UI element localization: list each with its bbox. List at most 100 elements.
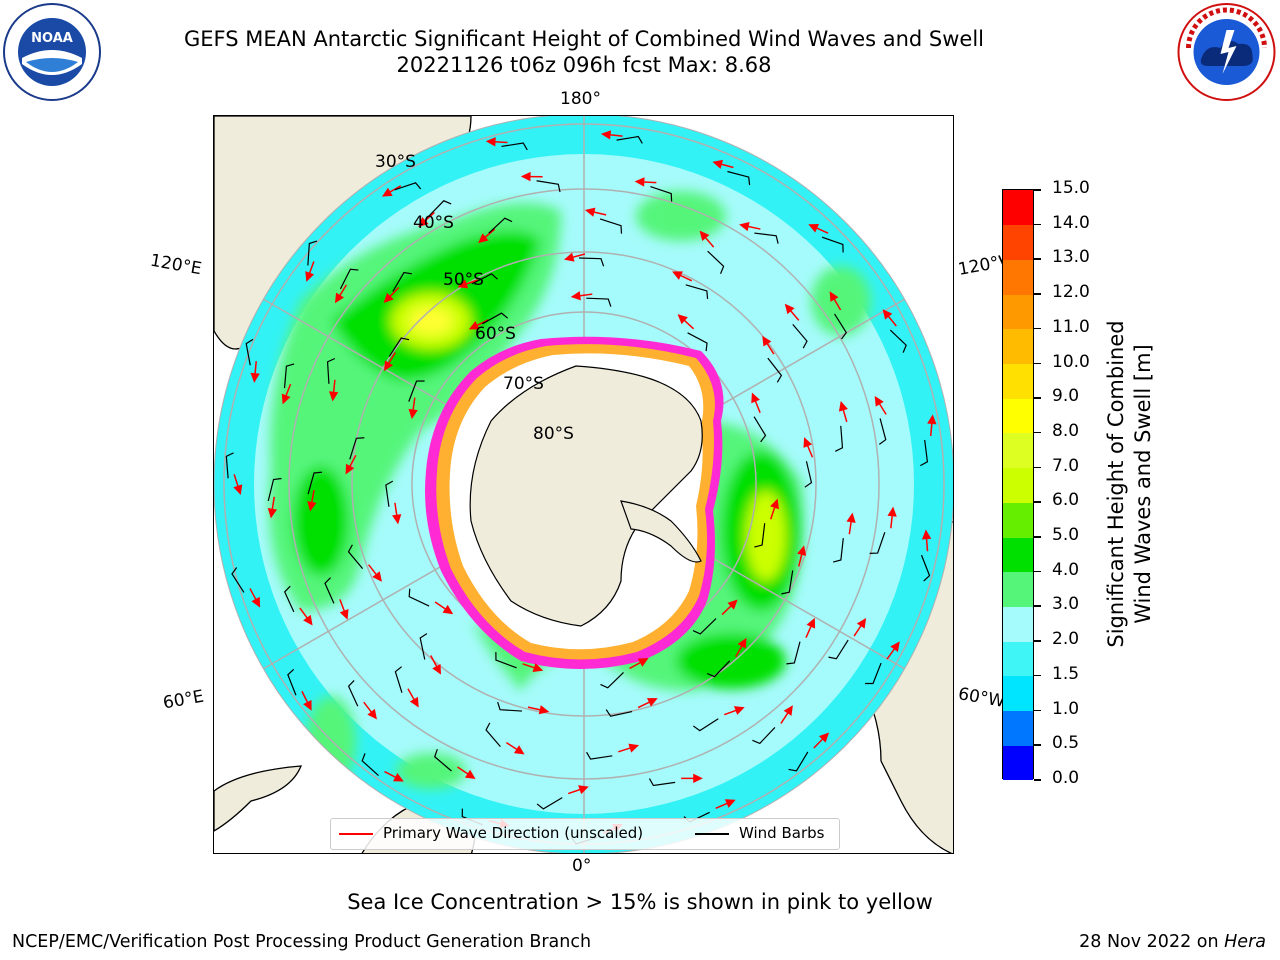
wave-arrow-head — [233, 484, 243, 495]
wave-arrow-head — [818, 732, 830, 743]
lon-label-0: 0° — [572, 856, 592, 876]
wind-barb — [495, 652, 517, 669]
wind-barb — [869, 532, 886, 554]
colorbar-tick-label: 2.0 — [1052, 629, 1080, 650]
wave-arrow-head — [468, 320, 480, 330]
wind-barb — [339, 268, 359, 290]
wave-arrow-head — [409, 696, 419, 708]
colorbar-tick-mark — [1034, 501, 1041, 503]
wave-arrow-head — [890, 641, 900, 652]
lat-label-70s: 70°S — [503, 374, 544, 394]
wave-arrow-head — [727, 599, 738, 610]
wave-arrow-head — [418, 217, 429, 227]
colorbar-swatch — [1003, 328, 1033, 365]
wave-arrow-head — [784, 303, 795, 315]
chart-subtitle: 20221126 t06z 096h fcst Max: 8.68 — [396, 53, 772, 77]
wind-barb — [834, 313, 848, 340]
wave-arrow-head — [803, 437, 813, 448]
colorbar-swatch — [1003, 675, 1033, 712]
colorbar-tick-mark — [1034, 536, 1041, 538]
wind-barb — [287, 668, 297, 696]
wave-arrow-head — [383, 292, 394, 304]
colorbar-swatch — [1003, 502, 1033, 538]
wind-barb — [707, 250, 725, 274]
wind-barb — [788, 751, 809, 772]
colorbar-tick-mark — [1034, 605, 1041, 607]
colorbar-swatch — [1003, 224, 1033, 260]
colorbar-tick-label: 10.0 — [1052, 351, 1090, 372]
wave-arrow-head — [808, 223, 820, 233]
lon-label-180: 180° — [560, 89, 601, 109]
wind-barb — [692, 618, 717, 635]
wave-legend-label: Primary Wave Direction (unscaled) — [383, 824, 644, 842]
svg-text:NOAA: NOAA — [31, 31, 73, 46]
wind-barb — [347, 680, 359, 707]
wave-arrow-head — [921, 529, 932, 540]
wave-arrow-head — [442, 604, 454, 615]
colorbar-swatch — [1003, 571, 1033, 607]
colorbar-tick-mark — [1034, 779, 1041, 781]
wave-arrow-head — [874, 395, 884, 407]
wind-barb — [878, 418, 887, 445]
footer-host: Hera — [1224, 932, 1266, 952]
wave-arrow-head — [538, 705, 550, 715]
wind-barb — [536, 797, 563, 810]
wave-arrow-head — [628, 743, 639, 753]
wind-barb — [408, 380, 425, 402]
colorbar-label-line2: Wind Waves and Swell [m] — [1131, 344, 1155, 624]
wave-arrow-head — [737, 637, 747, 649]
wave-arrow-head — [303, 699, 312, 711]
wave-arrow-head — [762, 335, 772, 347]
wind-barb — [324, 577, 335, 604]
wave-arrow-head — [408, 408, 418, 420]
wind-barb — [536, 180, 561, 193]
wind-barb — [832, 538, 844, 563]
wave-arrow-head — [846, 512, 856, 523]
colorbar-tick-mark — [1034, 709, 1041, 712]
sea-ice-note: Sea Ice Concentration > 15% is shown in … — [347, 890, 933, 914]
wind-barb — [616, 135, 643, 144]
wind-barb — [920, 554, 931, 582]
colorbar-swatch — [1003, 537, 1033, 573]
wind-barb — [225, 452, 234, 479]
colorbar-tick-mark — [1034, 223, 1041, 226]
wind-legend-label: Wind Barbs — [739, 824, 825, 842]
wind-barb — [754, 523, 766, 548]
wind-barb — [804, 461, 813, 488]
antarctica — [425, 336, 724, 669]
wave-arrow-head — [739, 221, 750, 232]
wave-arrow-head — [457, 279, 469, 289]
lat-label-30s: 30°S — [375, 152, 416, 172]
wind-barb — [245, 338, 254, 366]
footer-right: 28 Nov 2022 on Hera — [1079, 932, 1266, 952]
lon-label-120e: 120°E — [148, 250, 204, 280]
wave-arrow-head — [634, 177, 645, 187]
wave-arrow-head — [927, 414, 937, 425]
wind-barb — [307, 471, 323, 495]
colorbar-label: Significant Height of Combined Wind Wave… — [1103, 274, 1157, 694]
wind-barb — [828, 639, 849, 660]
colorbar-tick-label: 0.0 — [1052, 768, 1080, 788]
wind-barb — [231, 567, 245, 593]
colorbar-label-line1: Significant Height of Combined — [1104, 320, 1128, 648]
wave-arrow-head — [384, 360, 394, 372]
colorbar-tick-mark — [1034, 570, 1041, 573]
colorbar-tick-label: 3.0 — [1052, 594, 1080, 615]
colorbar-tick-label: 5.0 — [1052, 525, 1080, 546]
wind-barb — [349, 437, 365, 460]
colorbar-tick-mark — [1034, 327, 1041, 330]
lat-label-60s: 60°S — [475, 324, 516, 344]
wind-barb — [706, 660, 731, 678]
colorbar-tick-label: 14.0 — [1052, 212, 1090, 233]
colorbar-tick-label: 0.5 — [1052, 733, 1080, 754]
wave-arrow-head — [838, 401, 848, 412]
colorbar — [1002, 189, 1034, 781]
wave-arrow-head — [724, 799, 736, 808]
wind-barb — [920, 439, 929, 467]
colorbar-tick-label: 15.0 — [1052, 178, 1090, 198]
wind-barb — [283, 363, 295, 389]
wind-barb — [419, 633, 428, 660]
wave-arrow-head — [372, 571, 382, 582]
colorbar-swatch — [1003, 745, 1033, 781]
wave-arrow-head — [882, 309, 893, 320]
